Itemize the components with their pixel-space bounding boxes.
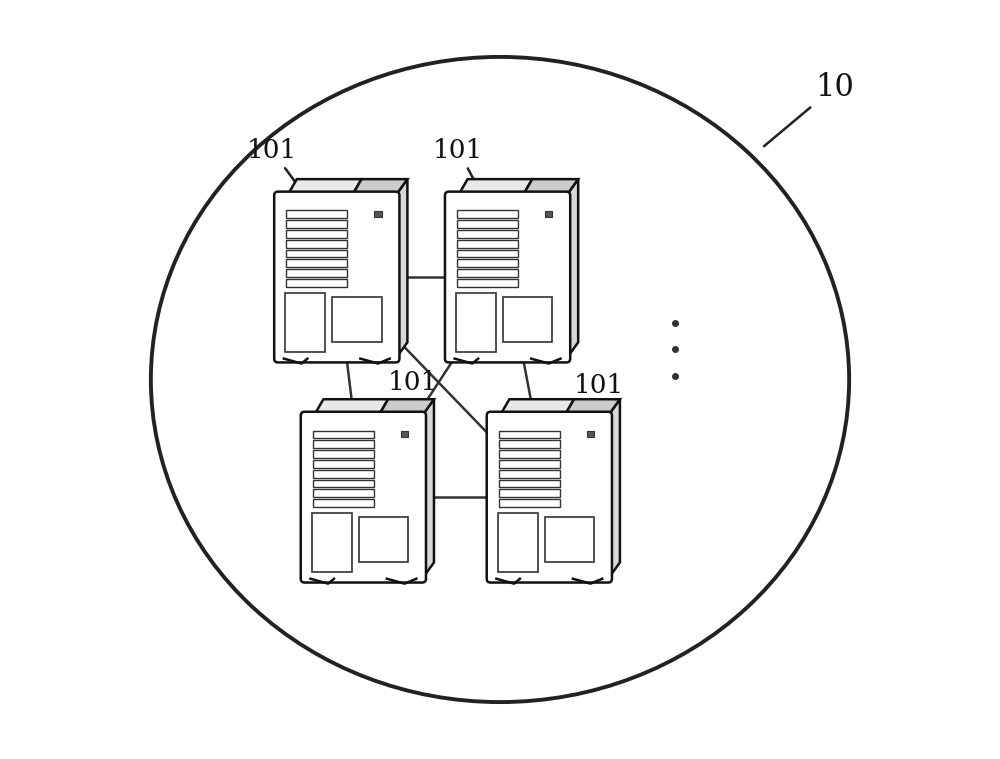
Polygon shape bbox=[287, 179, 362, 195]
Polygon shape bbox=[458, 179, 532, 195]
Polygon shape bbox=[422, 399, 434, 578]
Bar bbox=[499, 490, 560, 497]
Bar bbox=[313, 490, 374, 497]
Bar bbox=[312, 513, 352, 572]
Bar bbox=[286, 260, 347, 267]
Bar bbox=[498, 513, 538, 572]
Bar bbox=[457, 279, 518, 287]
Bar bbox=[285, 293, 325, 352]
Bar bbox=[401, 431, 408, 436]
Bar bbox=[286, 269, 347, 277]
Bar bbox=[456, 293, 496, 352]
Bar bbox=[499, 460, 560, 468]
Bar bbox=[457, 230, 518, 238]
Polygon shape bbox=[352, 179, 407, 195]
Polygon shape bbox=[565, 399, 620, 416]
Polygon shape bbox=[523, 179, 578, 195]
Bar bbox=[286, 210, 347, 219]
Bar bbox=[457, 269, 518, 277]
Bar bbox=[499, 440, 560, 448]
Bar bbox=[313, 430, 374, 439]
Bar bbox=[457, 240, 518, 247]
Polygon shape bbox=[608, 399, 620, 578]
FancyBboxPatch shape bbox=[445, 192, 570, 363]
Polygon shape bbox=[566, 179, 578, 358]
Bar bbox=[499, 470, 560, 477]
Text: 101: 101 bbox=[247, 138, 305, 195]
Polygon shape bbox=[396, 179, 407, 358]
Bar bbox=[286, 220, 347, 228]
Bar bbox=[313, 440, 374, 448]
Bar bbox=[457, 260, 518, 267]
Text: 101: 101 bbox=[388, 370, 438, 427]
Bar bbox=[286, 240, 347, 247]
FancyBboxPatch shape bbox=[301, 411, 426, 583]
FancyBboxPatch shape bbox=[487, 411, 612, 583]
Bar bbox=[332, 297, 382, 342]
Polygon shape bbox=[379, 399, 434, 416]
Bar bbox=[545, 211, 552, 216]
Bar bbox=[499, 450, 560, 458]
Bar bbox=[359, 517, 408, 562]
Bar bbox=[286, 230, 347, 238]
Polygon shape bbox=[500, 399, 574, 416]
Bar bbox=[503, 297, 552, 342]
Bar bbox=[545, 517, 594, 562]
Bar bbox=[374, 211, 382, 216]
Bar bbox=[587, 431, 594, 436]
Bar bbox=[286, 250, 347, 257]
Text: 101: 101 bbox=[433, 138, 483, 195]
Bar bbox=[286, 279, 347, 287]
Bar bbox=[313, 460, 374, 468]
FancyBboxPatch shape bbox=[274, 192, 399, 363]
Bar bbox=[313, 450, 374, 458]
Polygon shape bbox=[314, 399, 388, 416]
Bar bbox=[499, 499, 560, 507]
Bar bbox=[457, 250, 518, 257]
Bar bbox=[499, 430, 560, 439]
Bar bbox=[313, 499, 374, 507]
Bar bbox=[499, 480, 560, 487]
Bar bbox=[457, 210, 518, 219]
Bar bbox=[457, 220, 518, 228]
Bar bbox=[313, 470, 374, 477]
Text: 101: 101 bbox=[574, 373, 624, 430]
Text: 10: 10 bbox=[764, 72, 854, 146]
Bar bbox=[313, 480, 374, 487]
